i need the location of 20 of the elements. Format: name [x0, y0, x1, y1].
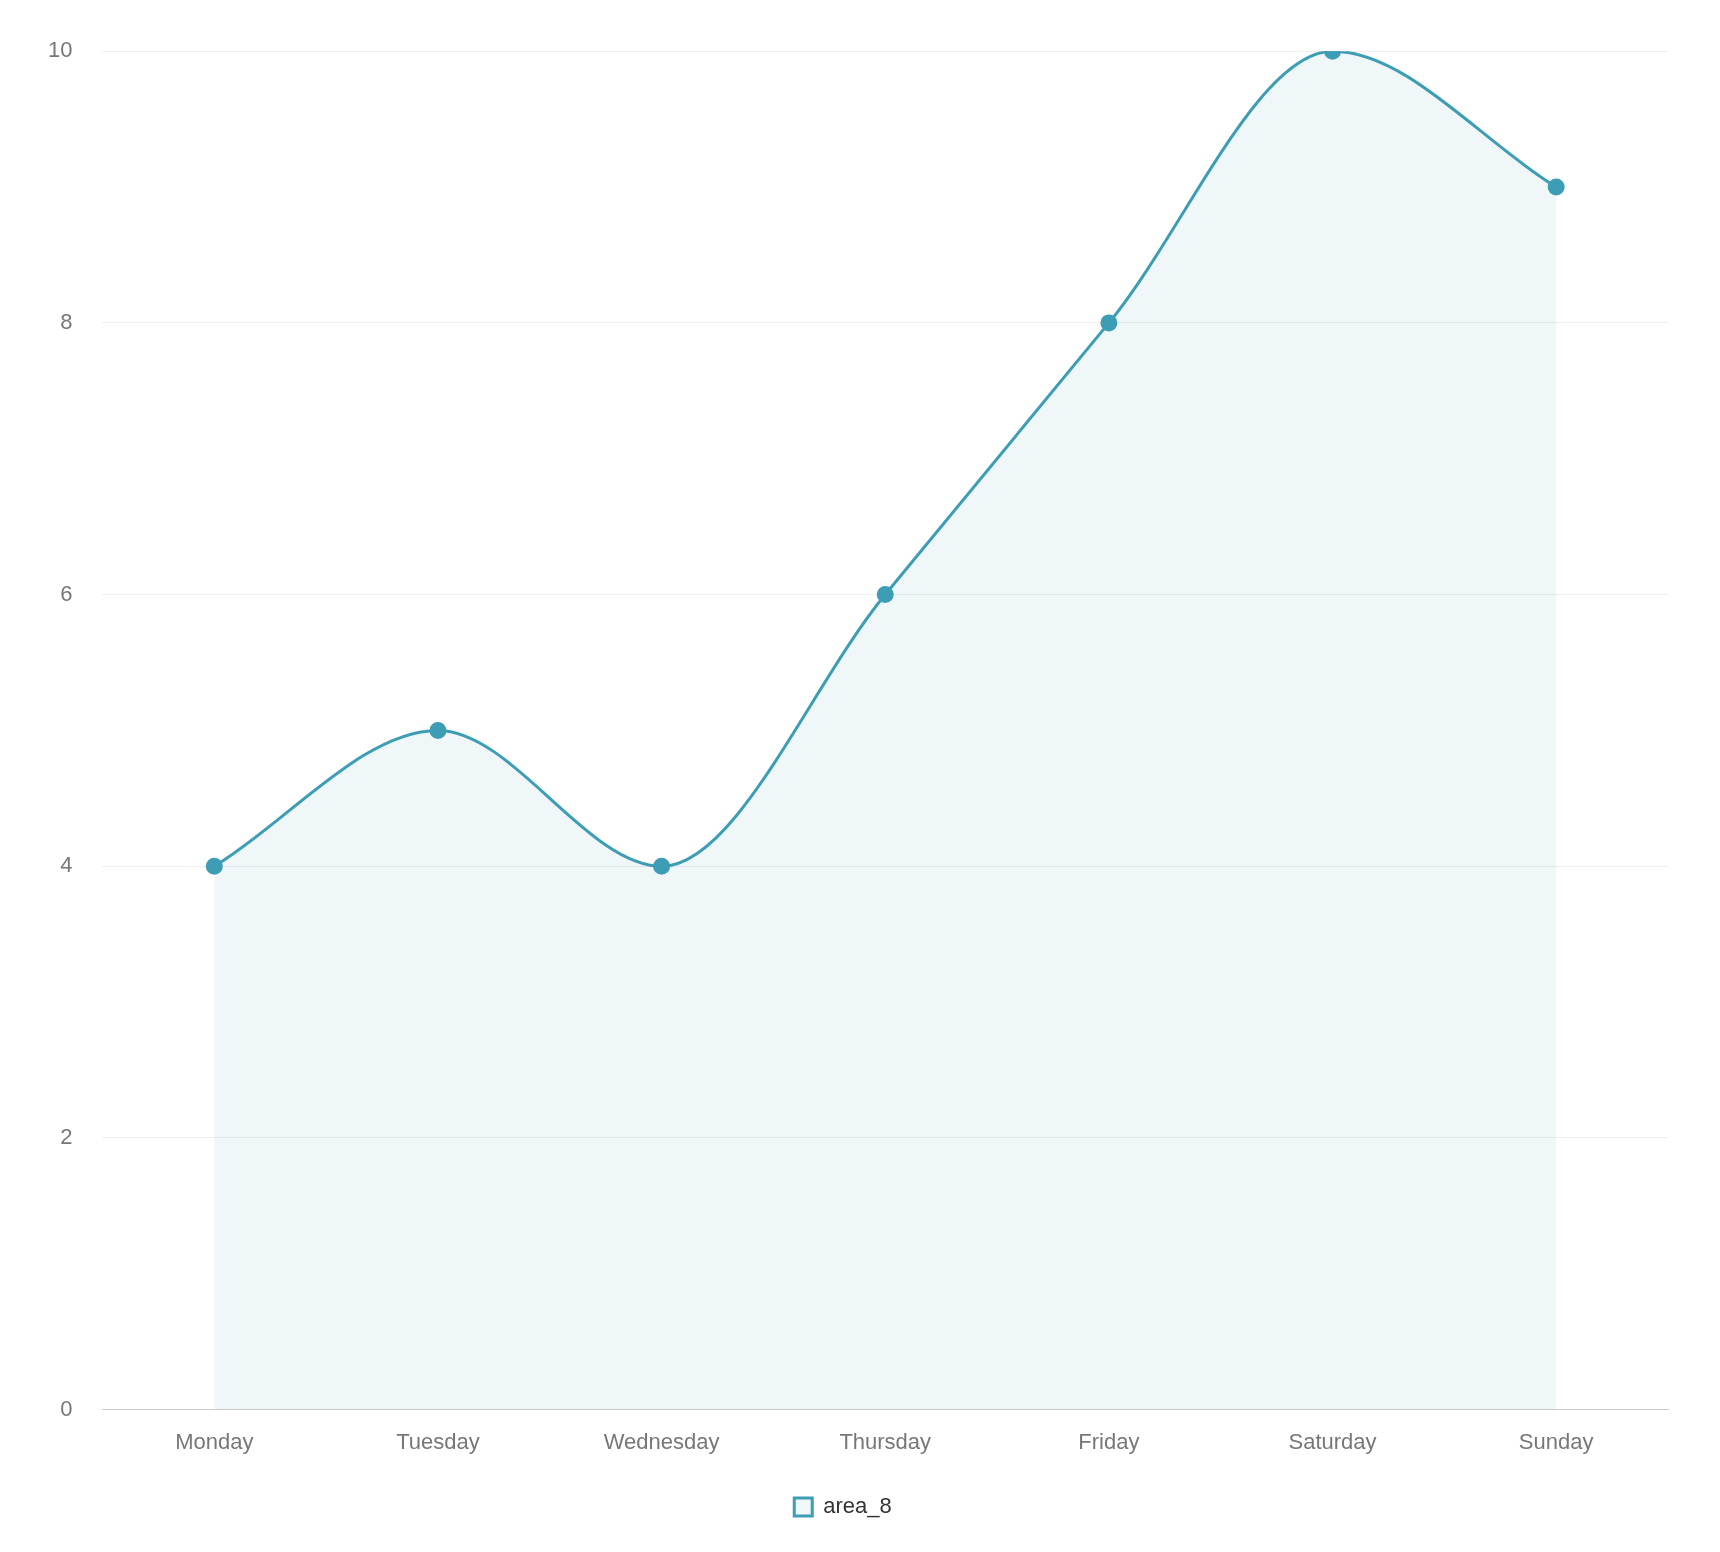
- y-tick-label: 4: [60, 852, 73, 878]
- y-tick-label: 2: [60, 1123, 73, 1149]
- point: [876, 586, 894, 604]
- y-tick-label: 10: [47, 37, 73, 63]
- point: [653, 857, 671, 875]
- x-tick-label: Friday: [1078, 1428, 1140, 1454]
- y-tick-label: 6: [60, 580, 73, 606]
- x-tick-label: Tuesday: [396, 1428, 480, 1454]
- x-tick-label: Wednesday: [603, 1428, 720, 1454]
- y-tick-label: 0: [60, 1395, 73, 1421]
- legend-label: area_8: [823, 1493, 892, 1519]
- point: [1547, 178, 1565, 196]
- point: [1100, 314, 1118, 332]
- x-tick-label: Saturday: [1288, 1428, 1377, 1454]
- point: [205, 857, 223, 875]
- x-tick-label: Monday: [175, 1428, 254, 1454]
- x-tick-label: Thursday: [839, 1428, 932, 1454]
- point: [429, 721, 447, 739]
- y-tick-label: 8: [60, 308, 73, 334]
- x-tick-label: Sunday: [1518, 1428, 1594, 1454]
